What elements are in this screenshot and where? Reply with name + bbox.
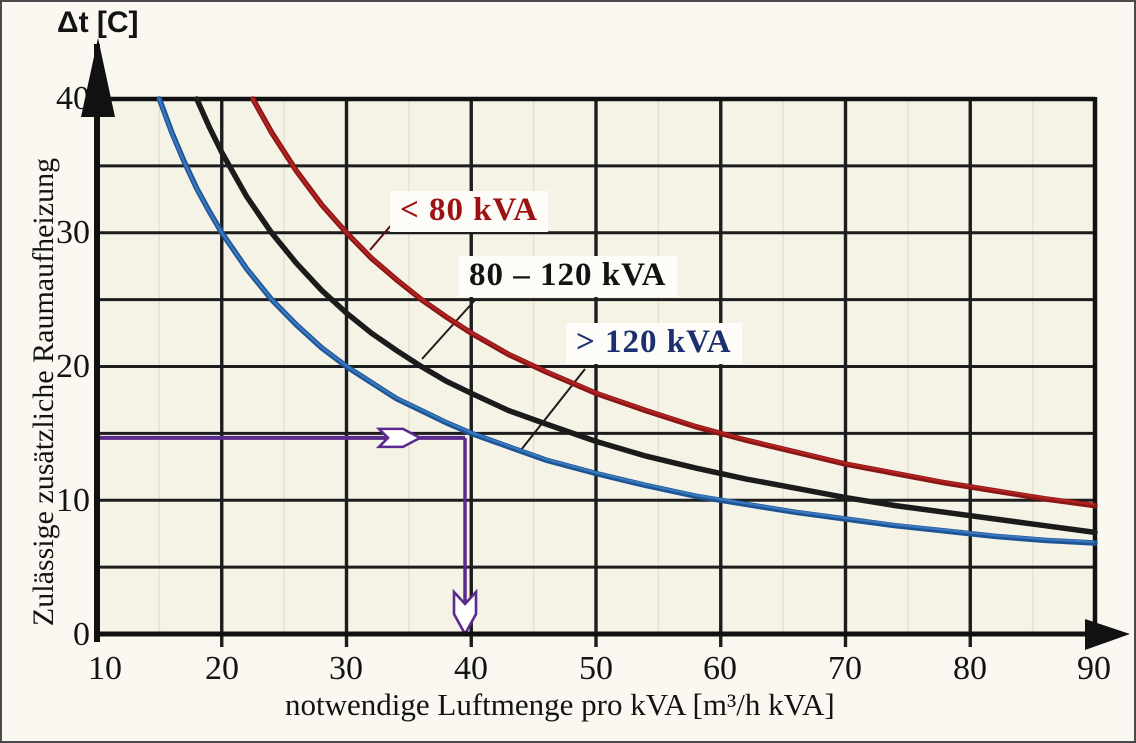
- y-tick-label: 40: [56, 80, 90, 117]
- curve-highlight: [157, 97, 1095, 543]
- y-tick-label: 30: [56, 214, 90, 251]
- curve-label-under-80kva: < 80 kVA: [390, 191, 549, 232]
- annotation-right-arrowhead: [375, 427, 423, 449]
- x-axis-arrowhead: [1085, 619, 1130, 650]
- x-tick-label: 50: [579, 650, 613, 687]
- y-axis-unit-label: Δt [C]: [57, 6, 139, 39]
- x-tick-label: 20: [205, 650, 239, 687]
- y-axis-arrowhead: [81, 38, 115, 117]
- curve-label-over-120kva: > 120 kVA: [566, 323, 742, 364]
- x-tick-label: 40: [454, 650, 488, 687]
- x-axis-title: notwendige Luftmenge pro kVA [m³/h kVA]: [285, 687, 835, 722]
- x-tick-label: 80: [953, 650, 987, 687]
- x-tick-label: 30: [329, 650, 363, 687]
- y-tick-label: 0: [73, 616, 90, 653]
- y-tick-label: 10: [56, 482, 90, 519]
- leader-line-80-120kva: [421, 299, 476, 360]
- annotation-down-arrowhead: [452, 588, 478, 637]
- x-tick-label: 10: [88, 650, 122, 687]
- x-tick-label: 60: [703, 650, 737, 687]
- curve-highlight: [251, 97, 1095, 506]
- x-tick-label: 90: [1077, 650, 1111, 687]
- curve-80120kVA: [194, 96, 1098, 536]
- y-tick-label: 20: [56, 348, 90, 385]
- x-tick-label: 70: [828, 650, 862, 687]
- curve-label-80-120kva: 80 – 120 kVA: [459, 256, 677, 297]
